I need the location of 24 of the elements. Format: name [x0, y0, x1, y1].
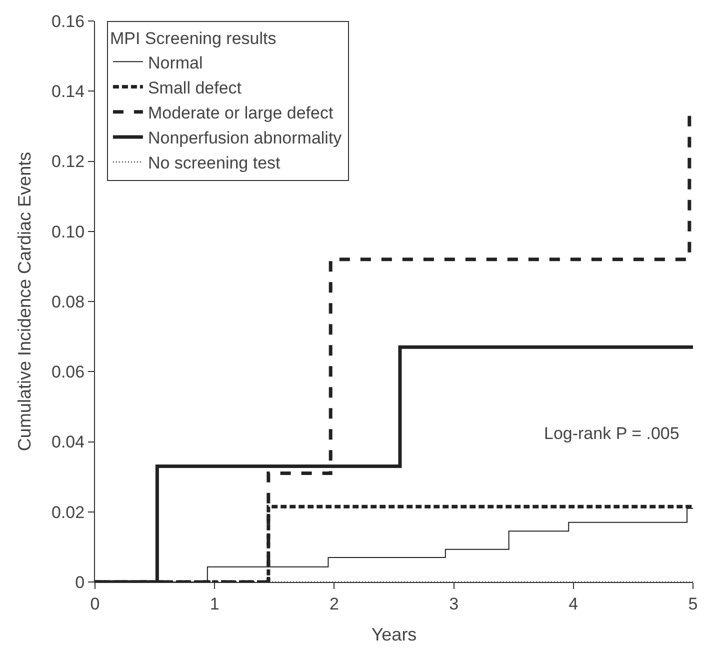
- legend-title: MPI Screening results: [110, 29, 276, 48]
- y-tick-label: 0.10: [52, 222, 85, 242]
- y-tick-label: 0: [75, 572, 85, 592]
- y-tick-label: 0.12: [52, 152, 85, 172]
- annotation: Log-rank P = .005: [544, 424, 680, 443]
- legend-label: Moderate or large defect: [148, 103, 334, 122]
- y-tick-label: 0.02: [52, 502, 85, 522]
- y-tick-label: 0.06: [52, 362, 85, 382]
- x-tick-label: 3: [449, 594, 459, 614]
- x-tick-label: 1: [210, 594, 220, 614]
- y-tick-label: 0.16: [52, 12, 85, 31]
- x-tick-label: 2: [329, 594, 339, 614]
- y-tick-label: 0.04: [52, 432, 85, 452]
- x-tick-label: 4: [568, 594, 578, 614]
- x-axis-title: Years: [371, 624, 417, 644]
- x-tick-label: 5: [688, 594, 698, 614]
- y-tick-label: 0.14: [52, 82, 85, 102]
- legend-label: Normal: [148, 53, 203, 72]
- legend-label: Nonperfusion abnormality: [148, 128, 342, 148]
- x-tick-label: 0: [90, 594, 100, 614]
- legend-label: Small defect: [148, 78, 242, 98]
- legend-label: No screening test: [148, 154, 281, 173]
- y-axis-title: Cumulative Incidence Cardiac Events: [14, 152, 35, 452]
- y-tick-label: 0.08: [52, 292, 85, 312]
